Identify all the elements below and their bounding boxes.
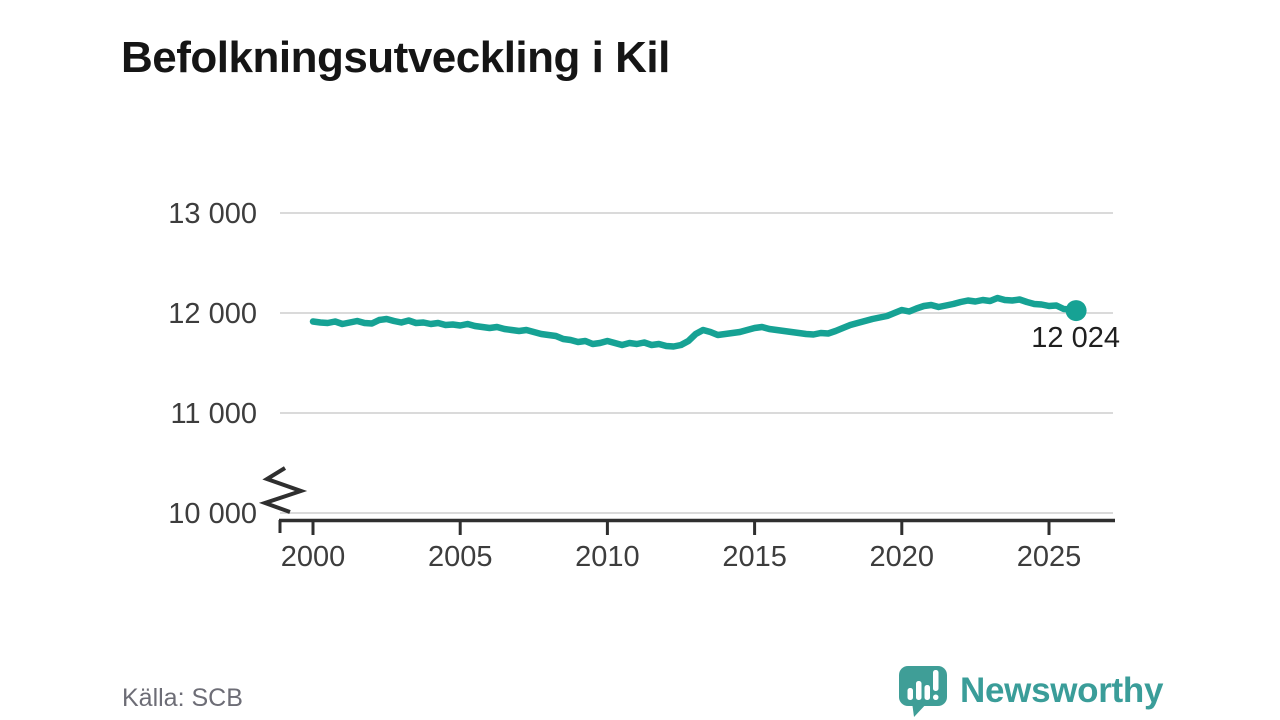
- newsworthy-logo: Newsworthy: [897, 664, 1163, 718]
- x-tick-label: 2025: [1017, 541, 1082, 573]
- series-group: 12 024: [309, 294, 1120, 354]
- x-axis-ticks: [311, 521, 1051, 535]
- speech-bubble-tail: [912, 702, 928, 717]
- x-tick-label: 2005: [428, 541, 493, 573]
- y-axis-break-icon: [258, 466, 308, 514]
- bar-chart-speech-bubble-icon: [899, 666, 947, 717]
- bar-chart-exclamation-glyph: [907, 670, 939, 700]
- x-tick-label: 2015: [722, 541, 787, 573]
- end-value-label: 12 024: [1031, 322, 1120, 354]
- x-tick-label: 2010: [575, 541, 640, 573]
- x-tick-label: 2020: [870, 541, 935, 573]
- y-tick-label: 12 000: [168, 298, 257, 330]
- end-point-marker: [1065, 300, 1087, 322]
- chart-title: Befolkningsutveckling i Kil: [121, 33, 670, 83]
- y-tick-label: 10 000: [168, 498, 257, 530]
- y-axis-labels: 13 000 12 000 11 000 10 000: [168, 198, 257, 530]
- speech-bubble-shape: [899, 666, 947, 706]
- x-tick-label: 2000: [281, 541, 346, 573]
- population-line: [309, 294, 1080, 350]
- gridlines: [280, 212, 1113, 514]
- y-tick-label: 13 000: [168, 198, 257, 230]
- x-axis-labels: 2000 2005 2010 2015 2020 2025: [281, 541, 1082, 573]
- y-tick-label: 11 000: [170, 398, 257, 430]
- newsworthy-wordmark: Newsworthy: [960, 671, 1164, 710]
- source-note: Källa: SCB: [122, 684, 243, 712]
